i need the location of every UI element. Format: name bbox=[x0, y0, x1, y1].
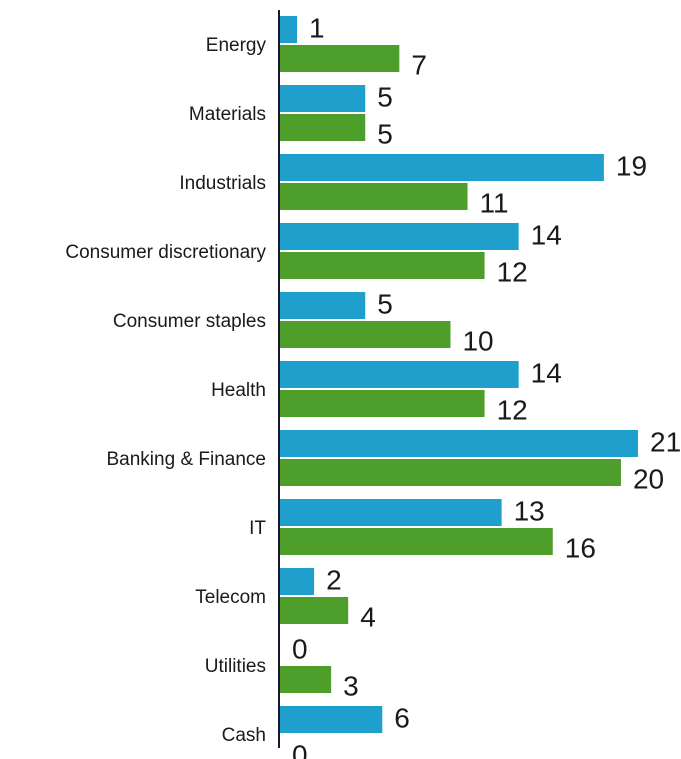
value-label-series-2-telecom: 4 bbox=[360, 602, 376, 633]
value-label-series-1-consumer-discretionary: 14 bbox=[531, 220, 562, 251]
value-label-series-1-consumer-staples: 5 bbox=[377, 289, 393, 320]
value-label-series-2-consumer-staples: 10 bbox=[462, 326, 493, 357]
category-label-it: IT bbox=[249, 518, 266, 539]
value-label-series-1-energy: 1 bbox=[309, 13, 325, 44]
value-label-series-1-telecom: 2 bbox=[326, 565, 342, 596]
value-label-series-2-banking-and-finance: 20 bbox=[633, 464, 664, 495]
value-label-series-1-cash: 6 bbox=[394, 703, 410, 734]
value-label-series-1-industrials: 19 bbox=[616, 151, 647, 182]
value-label-series-2-industrials: 11 bbox=[480, 188, 509, 219]
bar-series-2-telecom bbox=[280, 597, 349, 624]
bar-series-2-industrials bbox=[280, 183, 468, 210]
bar-series-2-utilities bbox=[280, 666, 332, 693]
value-label-series-2-energy: 7 bbox=[411, 50, 427, 81]
bar-series-1-industrials bbox=[280, 154, 604, 181]
bar-series-1-consumer-staples bbox=[280, 292, 366, 319]
category-label-utilities: Utilities bbox=[205, 656, 266, 677]
bar-series-1-materials bbox=[280, 85, 366, 112]
category-label-consumer-staples: Consumer staples bbox=[113, 311, 266, 332]
bar-series-1-energy bbox=[280, 16, 298, 43]
category-label-industrials: Industrials bbox=[179, 173, 266, 194]
category-label-energy: Energy bbox=[206, 35, 267, 56]
value-label-series-2-cash: 0 bbox=[292, 740, 308, 759]
bar-series-2-energy bbox=[280, 45, 400, 72]
bar-series-2-materials bbox=[280, 114, 366, 141]
bar-series-2-consumer-discretionary bbox=[280, 252, 485, 279]
value-label-series-2-materials: 5 bbox=[377, 119, 393, 150]
value-label-series-1-utilities: 0 bbox=[292, 634, 308, 665]
bar-series-2-health bbox=[280, 390, 485, 417]
category-label-telecom: Telecom bbox=[195, 587, 266, 608]
category-label-banking-and-finance: Banking & Finance bbox=[107, 449, 267, 470]
category-label-cash: Cash bbox=[222, 725, 266, 746]
value-label-series-1-it: 13 bbox=[514, 496, 545, 527]
category-label-health: Health bbox=[211, 380, 266, 401]
value-label-series-2-it: 16 bbox=[565, 533, 596, 564]
bar-series-2-consumer-staples bbox=[280, 321, 451, 348]
value-label-series-2-health: 12 bbox=[497, 395, 528, 426]
bar-series-1-health bbox=[280, 361, 519, 388]
bar-series-1-banking-and-finance bbox=[280, 430, 638, 457]
category-label-materials: Materials bbox=[189, 104, 266, 125]
value-label-series-2-consumer-discretionary: 12 bbox=[497, 257, 528, 288]
bars-layer bbox=[280, 16, 638, 733]
bar-series-1-consumer-discretionary bbox=[280, 223, 519, 250]
bar-series-2-it bbox=[280, 528, 553, 555]
value-label-series-1-health: 14 bbox=[531, 358, 562, 389]
bar-series-1-it bbox=[280, 499, 502, 526]
bar-series-1-telecom bbox=[280, 568, 315, 595]
value-label-series-1-materials: 5 bbox=[377, 82, 393, 113]
value-label-series-2-utilities: 3 bbox=[343, 671, 359, 702]
category-label-consumer-discretionary: Consumer discretionary bbox=[65, 242, 266, 263]
bar-series-1-cash bbox=[280, 706, 383, 733]
bar-series-2-banking-and-finance bbox=[280, 459, 621, 486]
labels-layer: Energy 1 7 Materials 5 5 Industrials 19 11 Consum… bbox=[65, 13, 681, 759]
value-label-series-1-banking-and-finance: 21 bbox=[650, 427, 681, 458]
